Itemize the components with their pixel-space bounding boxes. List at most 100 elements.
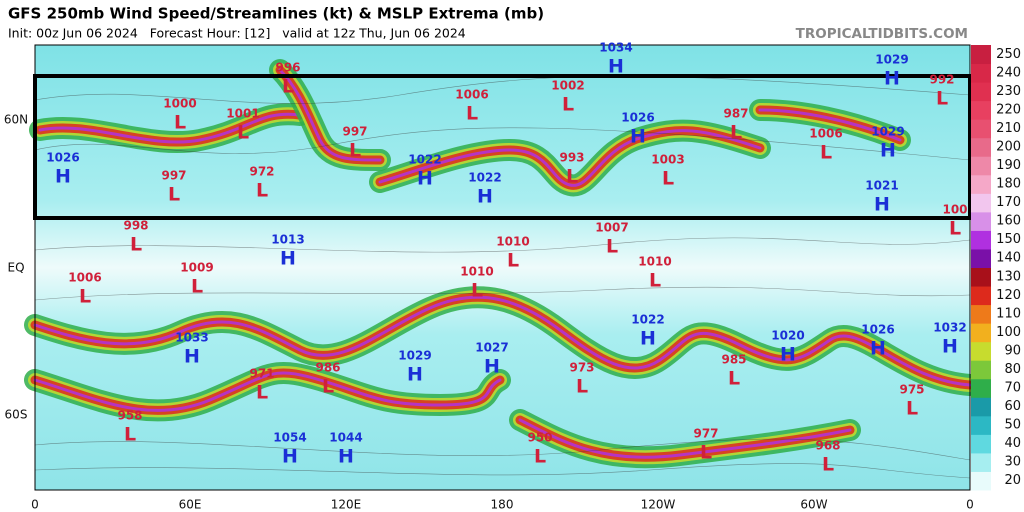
- colorbar-bin: [971, 230, 991, 250]
- pressure-value: 1034: [599, 41, 632, 55]
- pressure-value: 997: [161, 169, 186, 183]
- pressure-letter: L: [466, 103, 478, 125]
- pressure-value: 1021: [865, 179, 898, 193]
- x-axis-label: 180: [491, 498, 514, 512]
- pressure-value: 1003: [651, 153, 684, 167]
- pressure-letter: L: [130, 234, 142, 256]
- pressure-letter: H: [282, 446, 298, 468]
- pressure-value: 1002: [551, 79, 584, 93]
- pressure-letter: L: [168, 184, 180, 206]
- colorbar-label: 210: [996, 121, 1021, 136]
- colorbar-label: 50: [1004, 418, 1021, 433]
- pressure-value: 985: [721, 353, 746, 367]
- colorbar-bin: [971, 397, 991, 417]
- colorbar-label: 190: [996, 158, 1021, 173]
- pressure-letter: L: [906, 398, 918, 420]
- colorbar-bin: [971, 137, 991, 157]
- pressure-letter: L: [237, 122, 249, 144]
- pressure-value: 1033: [175, 331, 208, 345]
- colorbar-label: 70: [1004, 381, 1021, 396]
- pressure-value: 973: [569, 361, 594, 375]
- y-axis-label: 60N: [4, 113, 28, 127]
- pressure-letter: H: [942, 336, 958, 358]
- pressure-letter: H: [870, 338, 886, 360]
- title: GFS 250mb Wind Speed/Streamlines (kt) & …: [8, 5, 544, 23]
- pressure-letter: H: [338, 446, 354, 468]
- pressure-value: 958: [117, 409, 142, 423]
- colorbar-label: 80: [1004, 362, 1021, 377]
- pressure-value: 1010: [638, 255, 671, 269]
- colorbar-bin: [971, 341, 991, 361]
- pressure-letter: L: [728, 368, 740, 390]
- subtitle: Init: 00z Jun 06 2024 Forecast Hour: [12…: [8, 26, 466, 41]
- pressure-value: 1029: [398, 349, 431, 363]
- x-axis-label: 60W: [800, 498, 827, 512]
- pressure-value: 1007: [595, 221, 628, 235]
- pressure-letter: L: [949, 218, 961, 240]
- streamlines: [34, 75, 971, 479]
- pressure-letter: H: [884, 68, 900, 90]
- colorbar-label: 140: [996, 251, 1021, 266]
- pressure-letter: L: [730, 122, 742, 144]
- colorbar-bin: [971, 63, 991, 83]
- colorbar-bin: [971, 360, 991, 380]
- pressure-value: 1006: [455, 88, 488, 102]
- colorbar-bin: [971, 323, 991, 343]
- colorbar-bin: [971, 45, 991, 65]
- pressure-letter: L: [124, 424, 136, 446]
- pressure-letter: L: [349, 140, 361, 162]
- colorbar-label: 20: [1004, 473, 1021, 488]
- colorbar-bin: [971, 304, 991, 324]
- colorbar-label: 170: [996, 195, 1021, 210]
- pressure-value: 972: [249, 165, 274, 179]
- pressure-value: 1022: [468, 171, 501, 185]
- pressure-letter: L: [562, 94, 574, 116]
- pressure-letter: L: [649, 270, 661, 292]
- x-axis-label: 0: [31, 498, 39, 512]
- colorbar-label: 120: [996, 288, 1021, 303]
- pressure-letter: L: [576, 376, 588, 398]
- pressure-value: 993: [559, 151, 584, 165]
- pressure-value: 1022: [408, 153, 441, 167]
- pressure-value: 1027: [475, 341, 508, 355]
- colorbar-label: 60: [1004, 399, 1021, 414]
- pressure-value: 100: [942, 203, 967, 217]
- colorbar-label: 30: [1004, 455, 1021, 470]
- pressure-value: 1010: [460, 265, 493, 279]
- colorbar-label: 200: [996, 139, 1021, 154]
- pressure-value: 997: [342, 125, 367, 139]
- pressure-value: 987: [723, 107, 748, 121]
- pressure-value: 992: [929, 73, 954, 87]
- pressure-value: 1026: [861, 323, 894, 337]
- colorbar-bin: [971, 82, 991, 102]
- pressure-letter: L: [820, 142, 832, 164]
- pressure-value: 950: [527, 431, 552, 445]
- pressure-value: 1026: [621, 111, 654, 125]
- jet-band: [378, 129, 762, 187]
- pressure-letter: L: [566, 166, 578, 188]
- pressure-letter: L: [174, 112, 186, 134]
- y-axis-label: EQ: [7, 261, 24, 275]
- colorbar-bin: [971, 415, 991, 435]
- pressure-value: 1029: [875, 53, 908, 67]
- colorbar-bin: [971, 471, 991, 491]
- colorbar-bin: [971, 211, 991, 231]
- pressure-letter: L: [534, 446, 546, 468]
- colorbar-bin: [971, 267, 991, 287]
- colorbar-label: 110: [996, 306, 1021, 321]
- pressure-value: 1001: [226, 107, 259, 121]
- colorbar-bin: [971, 434, 991, 454]
- colorbar-label: 250: [996, 47, 1021, 62]
- pressure-letter: L: [79, 286, 91, 308]
- x-axis-label: 120E: [331, 498, 362, 512]
- colorbar-bin: [971, 193, 991, 213]
- jet-band: [758, 108, 902, 142]
- colorbar-label: 100: [996, 325, 1021, 340]
- pressure-letter: H: [417, 168, 433, 190]
- pressure-value: 1006: [809, 127, 842, 141]
- colorbar-label: 220: [996, 102, 1021, 117]
- pressure-value: 968: [815, 439, 840, 453]
- jet-streams: [24, 59, 981, 469]
- pressure-letter: L: [191, 276, 203, 298]
